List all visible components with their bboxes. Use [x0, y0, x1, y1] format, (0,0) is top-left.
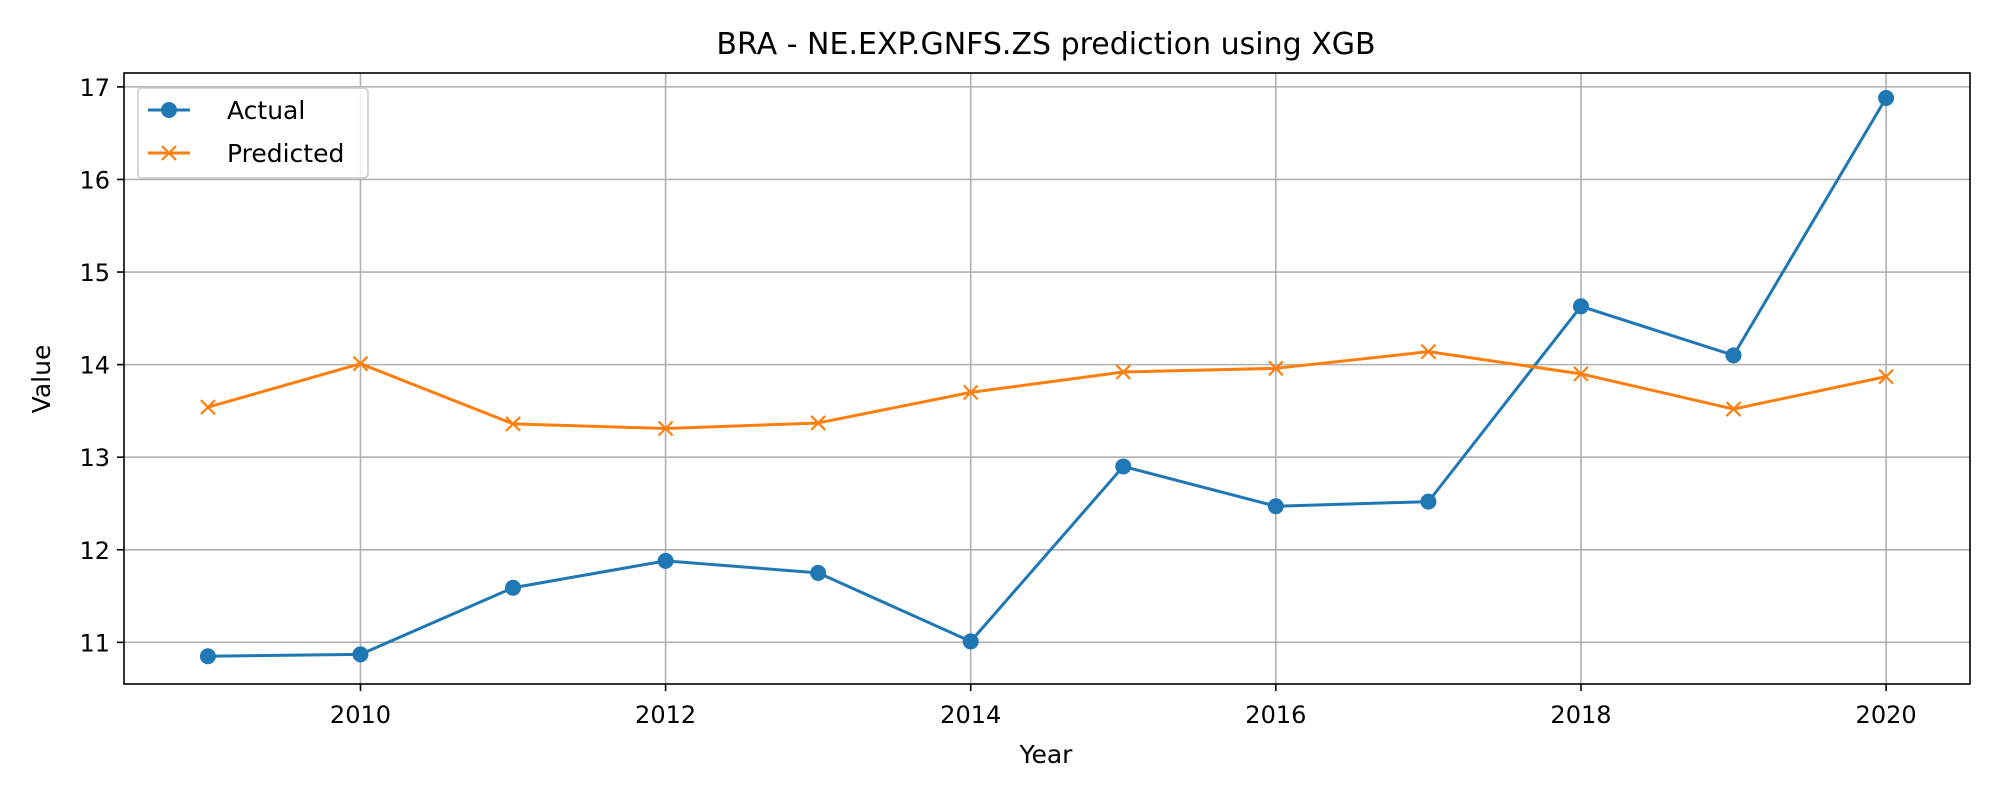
predicted-data-point: [1878, 368, 1894, 385]
legend-marker-actual: [161, 102, 177, 118]
predicted-data-point: [810, 415, 826, 431]
actual-data-point: [962, 633, 979, 650]
legend-label-predicted: Predicted: [227, 139, 344, 168]
predicted-series: [200, 343, 1894, 437]
chart-title: BRA - NE.EXP.GNFS.ZS prediction using XG…: [716, 27, 1375, 62]
x-tick-label: 2010: [330, 701, 391, 729]
legend-label-actual: Actual: [227, 96, 305, 125]
actual-data-point: [505, 579, 522, 596]
y-tick-label: 12: [79, 537, 110, 565]
actual-data-point: [1878, 89, 1895, 106]
grid: [124, 73, 1970, 684]
legend-box: [137, 87, 369, 179]
y-tick-label: 14: [79, 352, 110, 380]
x-tick-label: 2020: [1856, 701, 1917, 729]
series-layer: [199, 89, 1895, 665]
actual-data-point: [1267, 498, 1284, 515]
actual-series-line: [207, 97, 1888, 658]
predicted-series-line: [207, 350, 1887, 430]
x-tick-label: 2016: [1245, 701, 1306, 729]
actual-data-point: [1115, 458, 1132, 475]
y-tick-label: 17: [79, 74, 110, 102]
actual-series: [199, 89, 1895, 665]
y-tick-label: 13: [79, 444, 110, 472]
y-tick-label: 16: [79, 166, 110, 194]
actual-data-point: [1725, 347, 1742, 364]
y-tick-label: 11: [79, 629, 110, 657]
predicted-data-point: [962, 384, 979, 401]
actual-data-point: [810, 564, 827, 581]
predicted-data-point: [1268, 360, 1284, 377]
actual-data-point: [657, 552, 674, 569]
actual-data-point: [199, 648, 216, 665]
legend: Actual Predicted: [137, 87, 369, 179]
predicted-data-point: [1420, 343, 1437, 360]
predicted-data-point: [352, 355, 369, 372]
x-axis: 2010 2012 2014 2016 2018 2020: [330, 684, 1917, 729]
x-tick-label: 2014: [940, 701, 1001, 729]
legend-marker-predicted: [161, 145, 177, 161]
y-axis: 11 12 13 14 15 16 17: [79, 74, 124, 657]
y-axis-label: Value: [27, 345, 56, 414]
predicted-data-point: [1115, 364, 1132, 380]
actual-data-point: [1420, 493, 1437, 510]
x-axis-label: Year: [1019, 740, 1074, 769]
predicted-data-point: [657, 420, 674, 437]
x-tick-label: 2012: [635, 701, 696, 729]
predicted-data-point: [1725, 401, 1742, 417]
actual-data-point: [1572, 298, 1589, 315]
plot-frame: [123, 72, 1971, 685]
predicted-data-point: [1573, 366, 1589, 382]
y-tick-label: 15: [79, 259, 110, 287]
predicted-data-point: [200, 399, 216, 415]
predicted-data-point: [505, 416, 521, 432]
x-tick-label: 2018: [1550, 701, 1611, 729]
actual-data-point: [352, 646, 369, 663]
